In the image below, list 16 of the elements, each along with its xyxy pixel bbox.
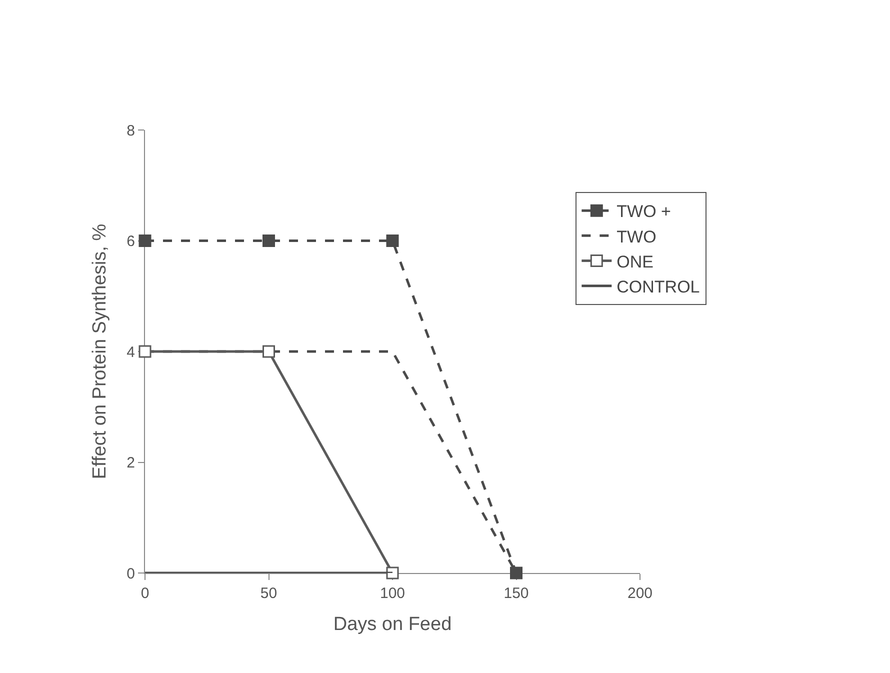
legend-label: TWO bbox=[616, 227, 656, 246]
y-tick-label: 8 bbox=[126, 122, 135, 140]
y-tick-label: 6 bbox=[126, 233, 135, 250]
y-tick-label: 2 bbox=[126, 454, 135, 472]
legend-label: CONTROL bbox=[616, 278, 700, 296]
x-tick-label: 150 bbox=[504, 585, 529, 602]
x-tick-label: 100 bbox=[380, 585, 406, 602]
x-axis-title: Days on Feed bbox=[333, 614, 452, 635]
y-tick-label: 0 bbox=[126, 565, 135, 582]
x-tick-label: 50 bbox=[260, 585, 278, 602]
y-tick-label: 4 bbox=[126, 344, 135, 361]
y-axis-title: Effect on Protein Synthesis, % bbox=[90, 224, 111, 480]
x-tick-label: 0 bbox=[140, 585, 150, 602]
legend-label: TWO + bbox=[616, 202, 672, 222]
x-tick-label: 200 bbox=[627, 585, 653, 602]
legend-label: ONE bbox=[616, 252, 654, 272]
